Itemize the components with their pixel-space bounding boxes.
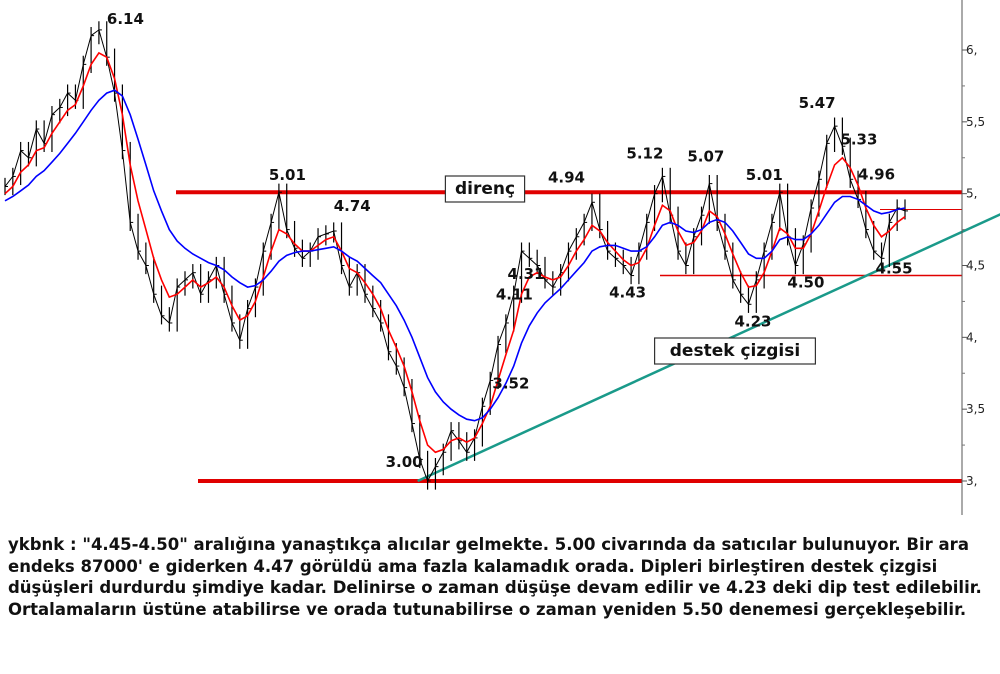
annotation-labels: direnç destek çizgisi 6.14 5.01 4.74 3.00 3.52…	[107, 10, 913, 471]
price-line	[4, 29, 906, 483]
price-series-group	[4, 21, 908, 490]
support-trendline-label: destek çizgisi	[653, 337, 816, 365]
price-annotation: 5.01	[269, 166, 306, 184]
y-axis: 3, 3,5 4, 4,5 5, 5,5 6,	[961, 0, 985, 515]
ma-short-line	[4, 51, 906, 454]
price-annotation: 3.52	[492, 374, 529, 392]
y-tick-label: 5,5	[966, 115, 985, 129]
price-annotation: 4.94	[548, 168, 585, 186]
price-annotation: 3.00	[386, 453, 423, 471]
price-annotation: 4.50	[787, 274, 824, 292]
price-annotation: 4.11	[496, 286, 533, 304]
price-annotation: 5.01	[746, 166, 783, 184]
price-annotation: 4.96	[858, 165, 895, 183]
chart-background	[0, 0, 1000, 530]
price-annotation: 4.23	[734, 312, 771, 330]
y-tick-label: 6,	[966, 43, 977, 57]
price-annotation: 5.07	[687, 148, 724, 166]
price-annotation: 5.33	[840, 130, 877, 148]
price-annotation: 5.12	[626, 144, 663, 162]
price-chart: 3, 3,5 4, 4,5 5, 5,5 6, direnç destek çizgisi 6.…	[0, 0, 1000, 530]
y-tick-label: 5,	[966, 187, 977, 201]
ma-long-line	[4, 89, 906, 422]
price-annotation: 4.55	[876, 259, 913, 277]
price-annotation: 4.31	[508, 265, 545, 283]
price-annotation: 5.47	[799, 94, 836, 112]
resistance-label-text: direnç	[455, 179, 515, 199]
price-annotation: 4.74	[334, 197, 371, 215]
y-tick-label: 4,	[966, 330, 977, 344]
y-tick-label: 4,5	[966, 259, 985, 273]
resistance-label: direnç	[444, 175, 526, 203]
y-tick-label: 3,	[966, 474, 977, 488]
support-trendline-label-box	[653, 337, 816, 365]
support-trendline-label-text: destek çizgisi	[670, 341, 800, 361]
commentary-text: ykbnk : "4.45-4.50" aralığına yanaştıkça…	[8, 535, 982, 619]
price-annotation: 6.14	[107, 10, 144, 28]
price-annotation: 4.43	[609, 284, 646, 302]
resistance-label-box	[444, 175, 526, 203]
y-tick-label: 3,5	[966, 402, 985, 416]
